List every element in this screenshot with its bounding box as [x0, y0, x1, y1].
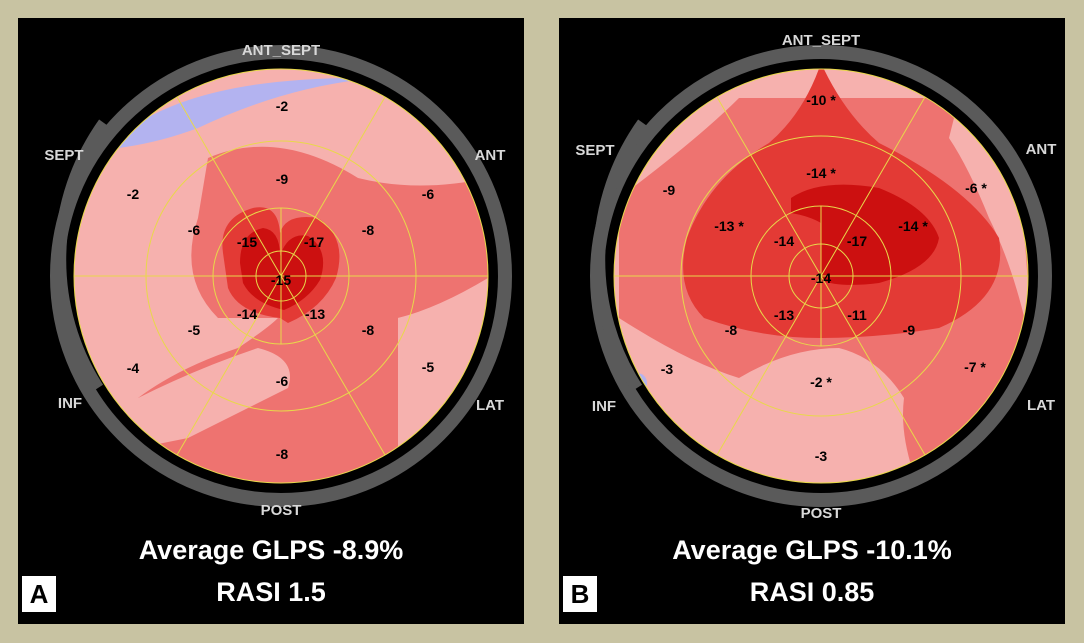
segment-mid-sept: -6 — [188, 222, 201, 238]
segment-basal-ant-sept: -10 * — [806, 92, 836, 108]
rasi-caption: RASI 1.5 — [216, 577, 326, 607]
label-lat: LAT — [1027, 397, 1055, 414]
segment-basal-lat: -5 — [422, 359, 435, 375]
segment-mid-ant: -14 * — [898, 218, 928, 234]
segment-mid-lat: -9 — [903, 322, 916, 338]
label-inf: INF — [592, 398, 616, 415]
segment-basal-ant-sept: -2 — [276, 98, 289, 114]
segment-grid — [613, 68, 1029, 484]
label-inf: INF — [58, 395, 82, 412]
segment-basal-ant: -6 — [422, 186, 435, 202]
segment-basal-post: -3 — [815, 448, 828, 464]
segment-apical-inf: -14 — [237, 306, 257, 322]
panel-tag: A — [22, 576, 56, 612]
segment-apical-ant: -17 — [304, 234, 324, 250]
segment-mid-lat: -8 — [362, 322, 375, 338]
label-ant-sept: ANT_SEPT — [242, 42, 320, 59]
light-region-right — [949, 98, 1028, 338]
segment-mid-inf: -5 — [188, 322, 201, 338]
bullseye-plot-a: ANT_SEPT ANT LAT POST INF SEPT -2 -6 -5 … — [44, 42, 512, 519]
light-region-inf — [138, 348, 290, 448]
bullseye-panel-b: ANT_SEPT ANT LAT POST INF SEPT -10 * -6 … — [559, 18, 1065, 624]
segment-grid — [73, 68, 489, 484]
average-glps-caption: Average GLPS -10.1% — [672, 535, 952, 565]
segment-apex: -15 — [271, 272, 291, 288]
segment-mid-ant: -8 — [362, 222, 375, 238]
label-sept: SEPT — [575, 142, 614, 159]
panel-tag: B — [563, 576, 597, 612]
outer-arc — [54, 119, 109, 392]
label-ant-sept: ANT_SEPT — [782, 32, 860, 49]
rasi-caption: RASI 0.85 — [749, 577, 875, 607]
segment-apical-lat: -11 — [847, 307, 867, 323]
segment-apex: -14 — [811, 270, 831, 286]
segment-apical-lat: -13 — [305, 306, 325, 322]
bullseye-plot-b: ANT_SEPT ANT LAT POST INF SEPT -10 * -6 … — [575, 32, 1057, 522]
label-ant: ANT — [475, 147, 506, 164]
segment-mid-post: -2 * — [810, 374, 832, 390]
segment-apical-ant: -17 — [847, 233, 867, 249]
label-sept: SEPT — [44, 147, 83, 164]
segment-apical-sept: -14 — [774, 233, 794, 249]
segment-basal-inf: -4 — [127, 360, 140, 376]
blue-region — [118, 78, 358, 148]
segment-apical-inf: -13 — [774, 307, 794, 323]
outer-arc — [593, 119, 648, 392]
average-glps-caption: Average GLPS -8.9% — [138, 535, 404, 565]
segment-basal-ant: -6 * — [965, 180, 987, 196]
segment-mid-sept: -13 * — [714, 218, 744, 234]
segment-apical-sept: -15 — [237, 234, 257, 250]
segment-basal-lat: -7 * — [964, 359, 986, 375]
segment-mid-post: -6 — [276, 373, 289, 389]
bullseye-panel-a: ANT_SEPT ANT LAT POST INF SEPT -2 -6 -5 … — [18, 18, 524, 624]
label-post: POST — [801, 505, 842, 522]
label-lat: LAT — [476, 397, 504, 414]
label-ant: ANT — [1026, 141, 1057, 158]
dark-red-region — [791, 184, 939, 285]
segment-mid-ant-sept: -9 — [276, 171, 289, 187]
segment-basal-sept: -2 — [127, 186, 140, 202]
segment-mid-ant-sept: -14 * — [806, 165, 836, 181]
segment-basal-post: -8 — [276, 446, 289, 462]
segment-mid-inf: -8 — [725, 322, 738, 338]
segment-basal-sept: -9 — [663, 182, 676, 198]
label-post: POST — [261, 502, 302, 519]
segment-basal-inf: -3 — [661, 361, 674, 377]
